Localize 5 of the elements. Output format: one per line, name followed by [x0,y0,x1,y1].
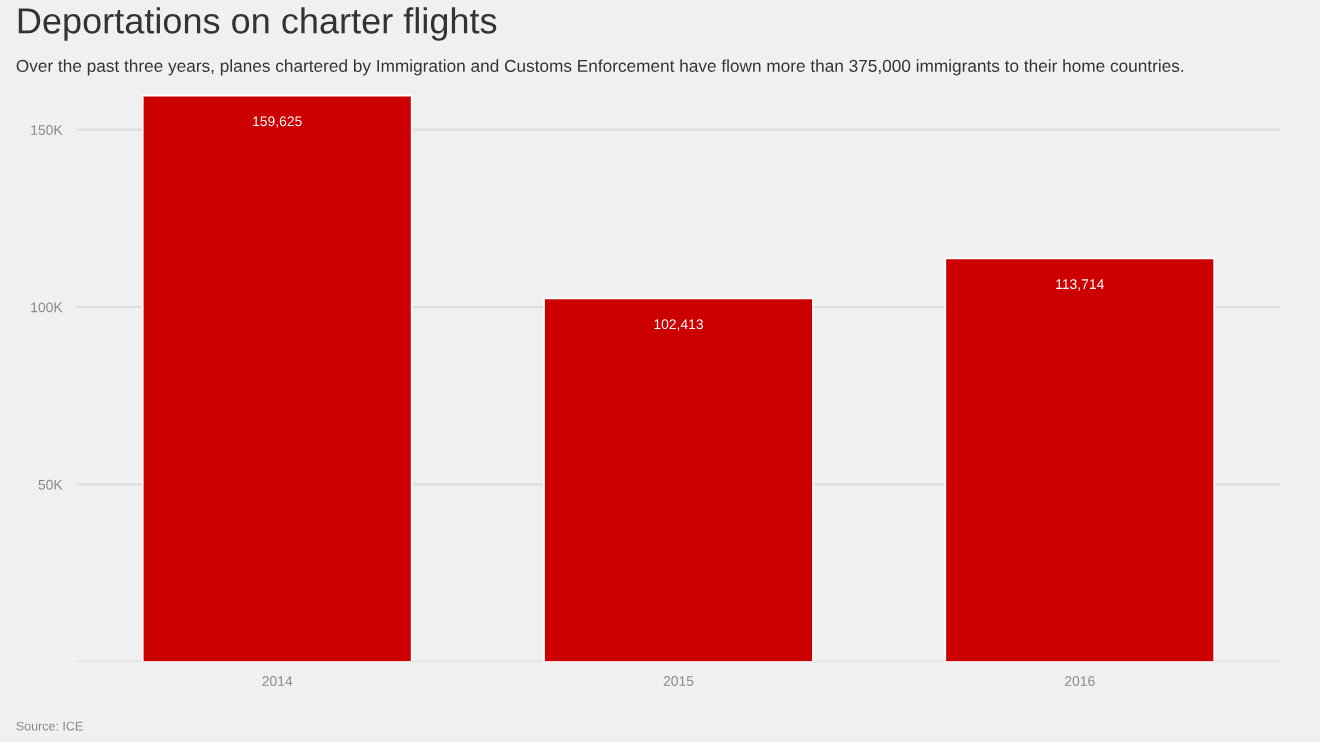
bar [944,257,1216,662]
chart-title: Deportations on charter flights [18,7,497,41]
chart-subtitle: Over the past three years, planes chartered by Immigration and Customs Enforcement have flown more than 375,000 immigrants to their home countries. [16,59,1184,76]
bar [543,297,814,662]
bar [141,94,413,662]
